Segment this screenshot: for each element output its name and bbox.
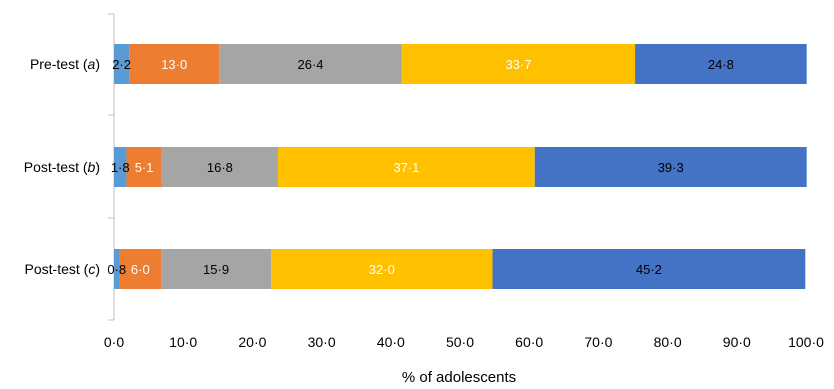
category-label: Post-test (c) [25, 261, 100, 277]
bar-segment [126, 147, 162, 187]
x-tick-label: 10·0 [169, 334, 197, 350]
bar-segment [129, 44, 220, 84]
data-label: 32·0 [369, 262, 395, 277]
x-tick-label: 20·0 [238, 334, 266, 350]
x-tick-label: 50·0 [446, 334, 474, 350]
category-labels: Pre-test (a) Post-test (b) Post-test (c) [24, 56, 100, 277]
x-tick-label: 60·0 [515, 334, 543, 350]
data-label: 37·1 [393, 160, 419, 175]
bar-segment [219, 44, 402, 84]
data-label: 24·8 [708, 57, 734, 72]
bar-segment [278, 147, 535, 187]
bar-segment [114, 147, 127, 187]
bar-segment [119, 249, 162, 289]
data-label: 15·9 [203, 262, 229, 277]
data-label: 33·7 [505, 57, 531, 72]
data-label: 5·1 [135, 160, 154, 175]
x-tick-label: 100·0 [788, 334, 824, 350]
bar-labels: 2·2 13·0 26·4 33·7 24·8 1·8 5·1 16·8 37·1 39·3 0·8… [107, 57, 734, 277]
x-tick-label: 90·0 [723, 334, 751, 350]
x-tick-label: 40·0 [377, 334, 405, 350]
x-axis-title: % of adolescents [402, 369, 516, 386]
bar-segment [271, 249, 493, 289]
bars [114, 44, 807, 289]
bar-segment [161, 147, 279, 187]
bar-segment [534, 147, 807, 187]
data-label: 16·8 [207, 160, 233, 175]
data-label: 6·0 [131, 262, 150, 277]
bar-segment [492, 249, 806, 289]
data-label: 45·2 [636, 262, 662, 277]
bar-segment [114, 249, 120, 289]
data-label: 26·4 [298, 57, 324, 72]
data-label: 1·8 [111, 160, 130, 175]
x-tick-label: 70·0 [584, 334, 612, 350]
x-tick-label: 30·0 [308, 334, 336, 350]
bar-segment [401, 44, 636, 84]
x-tick-label: 0·0 [104, 334, 124, 350]
bar-segment [635, 44, 807, 84]
category-label: Post-test (b) [24, 159, 100, 175]
data-label: 39·3 [658, 160, 684, 175]
data-label: 0·8 [107, 262, 126, 277]
bar-segment [114, 44, 130, 84]
category-label: Pre-test (a) [30, 56, 100, 72]
data-label: 13·0 [161, 57, 187, 72]
x-tick-label: 80·0 [654, 334, 682, 350]
x-tick-labels: 0·0 10·0 20·0 30·0 40·0 50·0 60·0 70·0 80·0 90·0 1… [104, 334, 824, 350]
bar-segment [161, 249, 272, 289]
data-label: 2·2 [112, 57, 131, 72]
